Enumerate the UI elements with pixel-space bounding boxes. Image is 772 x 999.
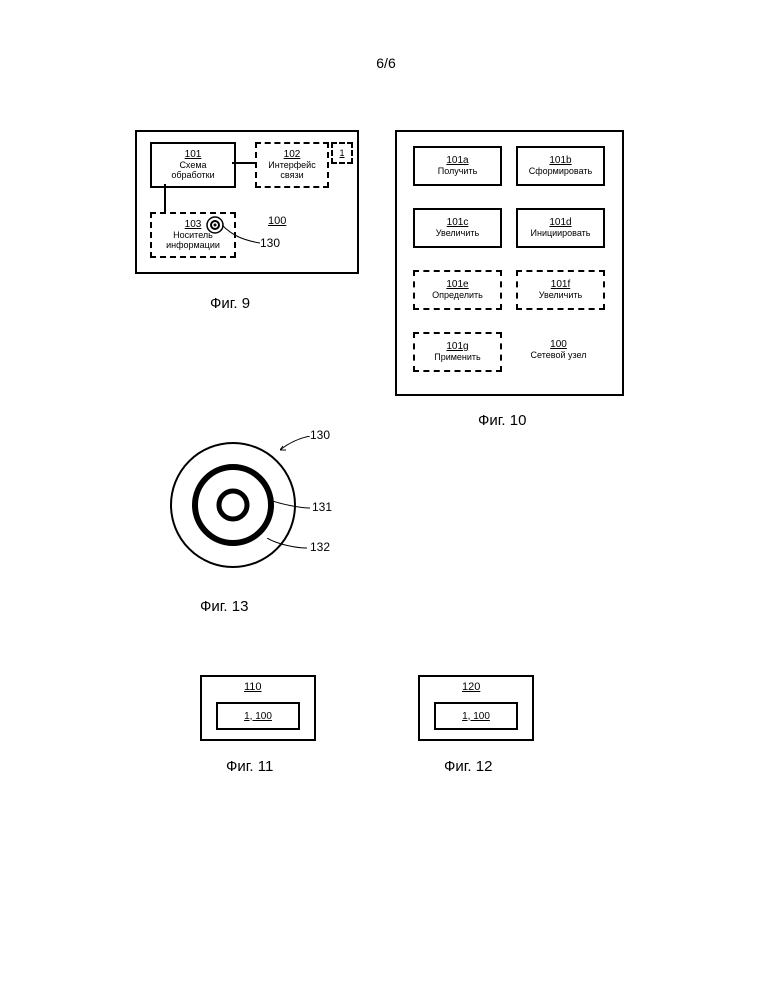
fig9-lead-130: 130	[260, 236, 280, 250]
fig9-box-101: 101 Схема обработки	[150, 142, 236, 188]
fig9-ref-100: 100	[268, 215, 286, 227]
fig9-box-102: 102 Интерфейс связи	[255, 142, 329, 188]
fig10-box-101d: 101d Инициировать	[516, 208, 605, 248]
fig10-ref-100: 100 Сетевой узел	[516, 332, 601, 368]
fig9-103-l2: информации	[166, 241, 220, 251]
fig13-leader-131	[270, 500, 310, 515]
fig9-1-num: 1	[339, 148, 344, 159]
fig10-box-101e: 101e Определить	[413, 270, 502, 310]
fig9-caption: Фиг. 9	[210, 295, 250, 312]
fig10-101g-lab: Применить	[434, 353, 481, 363]
fig9-leader-130	[222, 225, 260, 247]
fig13-lead-131: 131	[312, 500, 332, 514]
fig10-caption: Фиг. 10	[478, 412, 526, 429]
fig13-lead-132: 132	[310, 540, 330, 554]
fig13-caption: Фиг. 13	[200, 598, 248, 615]
fig12-caption: Фиг. 12	[444, 758, 492, 775]
fig10-100-lab: Сетевой узел	[516, 351, 601, 361]
fig13-lead-130: 130	[310, 428, 330, 442]
fig10-101b-lab: Сформировать	[529, 167, 592, 177]
fig12-num: 120	[462, 681, 480, 693]
fig13-leader-130	[280, 436, 310, 456]
fig9-102-l2: связи	[280, 171, 303, 181]
fig10-101f-lab: Увеличить	[539, 291, 582, 301]
fig12-inner-txt: 1, 100	[462, 711, 490, 722]
fig10-box-101g: 101g Применить	[413, 332, 502, 372]
fig9-connector-101-102	[232, 162, 257, 164]
fig9-box-1: 1	[331, 142, 353, 164]
fig10-101e-lab: Определить	[432, 291, 483, 301]
fig10-101d-lab: Инициировать	[531, 229, 591, 239]
fig10-101a-lab: Получить	[438, 167, 478, 177]
fig13-leader-132	[267, 538, 307, 550]
fig11-inner: 1, 100	[216, 702, 300, 730]
fig10-box-101a: 101a Получить	[413, 146, 502, 186]
fig9-connector-101-103	[160, 184, 170, 212]
fig10-box-101b: 101b Сформировать	[516, 146, 605, 186]
fig10-box-101c: 101c Увеличить	[413, 208, 502, 248]
page-number: 6/6	[376, 55, 395, 71]
fig10-box-101f: 101f Увеличить	[516, 270, 605, 310]
fig9-101-l2: обработки	[171, 171, 214, 181]
fig11-caption: Фиг. 11	[226, 758, 273, 775]
fig10-101c-lab: Увеличить	[436, 229, 479, 239]
fig11-inner-txt: 1, 100	[244, 711, 272, 722]
fig11-num: 110	[244, 681, 262, 693]
fig12-inner: 1, 100	[434, 702, 518, 730]
